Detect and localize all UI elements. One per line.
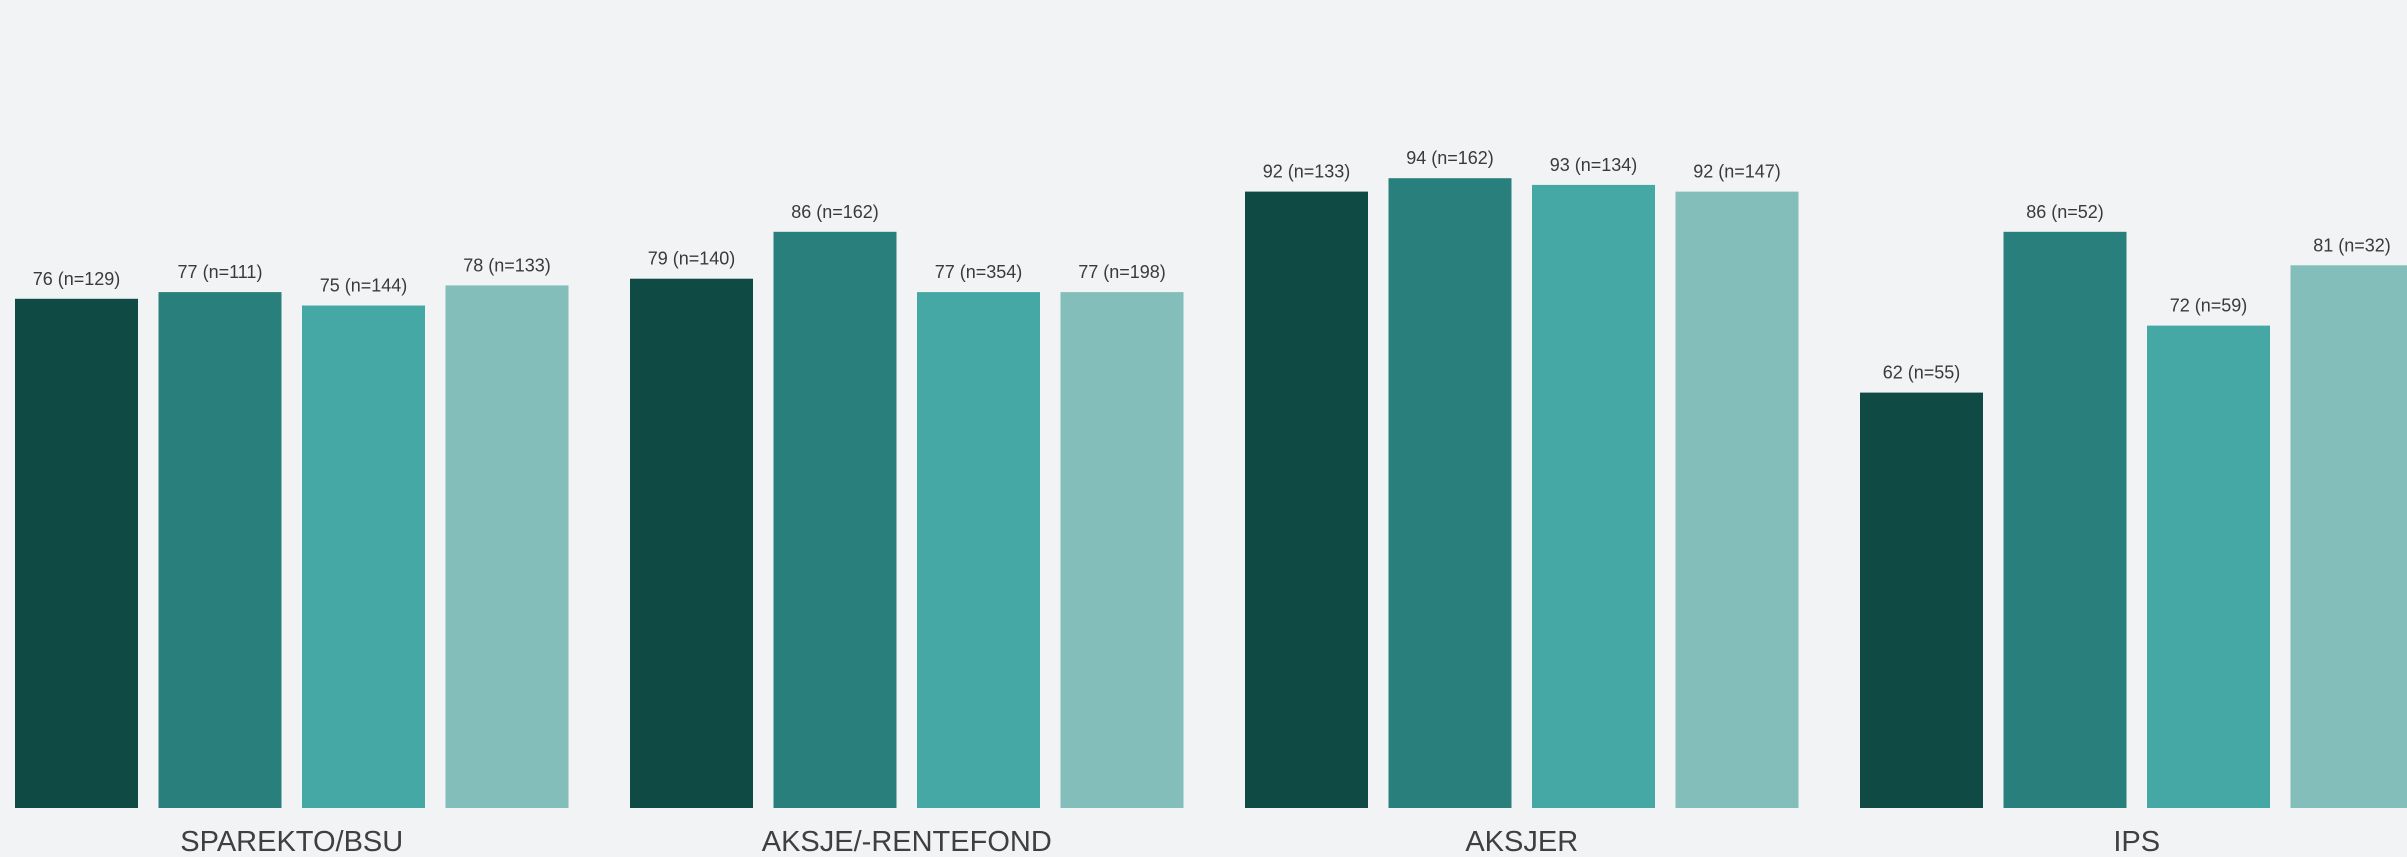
bar-value-label: 93 (n=134)	[1550, 155, 1638, 175]
category-label: SPAREKTO/BSU	[180, 826, 403, 857]
bar-value-label: 86 (n=162)	[791, 202, 879, 222]
bar	[630, 278, 753, 808]
bar-labels-group: 76 (n=129) 77 (n=111) 75 (n=144) 78 (n=133)…	[33, 148, 2391, 382]
bar-value-label: 94 (n=162)	[1406, 148, 1494, 168]
bar	[773, 231, 897, 809]
bar	[1675, 191, 1799, 809]
bar-value-label: 77 (n=111)	[178, 262, 263, 282]
bar	[302, 305, 425, 808]
bar	[1245, 191, 1368, 809]
bar-value-label: 75 (n=144)	[320, 276, 408, 296]
category-label: AKSJE/-RENTEFOND	[762, 826, 1052, 857]
bar	[2003, 231, 2127, 809]
bars-group	[15, 178, 2407, 809]
bar-value-label: 81 (n=32)	[2313, 235, 2391, 255]
bar	[1532, 184, 1655, 808]
bar-value-label: 77 (n=354)	[935, 262, 1023, 282]
category-label: AKSJER	[1465, 826, 1578, 857]
bar	[1388, 178, 1512, 808]
bar-value-label: 92 (n=147)	[1693, 162, 1781, 182]
bar-value-label: 77 (n=198)	[1078, 262, 1166, 282]
category-label: IPS	[2113, 826, 2160, 857]
bar-value-label: 79 (n=140)	[648, 249, 736, 269]
bar	[2290, 265, 2407, 808]
bar-value-label: 76 (n=129)	[33, 269, 121, 289]
bar	[445, 285, 569, 808]
bar	[158, 292, 282, 809]
bar	[2147, 325, 2270, 808]
category-labels-group: SPAREKTO/BSU AKSJE/-RENTEFOND AKSJER IPS	[180, 826, 2160, 857]
bar-value-label: 72 (n=59)	[2170, 296, 2248, 316]
bar	[1860, 392, 1983, 808]
bar-value-label: 62 (n=55)	[1883, 363, 1961, 383]
bar-value-label: 92 (n=133)	[1263, 162, 1351, 182]
bar-value-label: 86 (n=52)	[2026, 202, 2104, 222]
bar	[917, 292, 1040, 809]
bar	[1060, 292, 1184, 809]
bar-value-label: 78 (n=133)	[463, 255, 551, 275]
bar	[15, 298, 138, 808]
